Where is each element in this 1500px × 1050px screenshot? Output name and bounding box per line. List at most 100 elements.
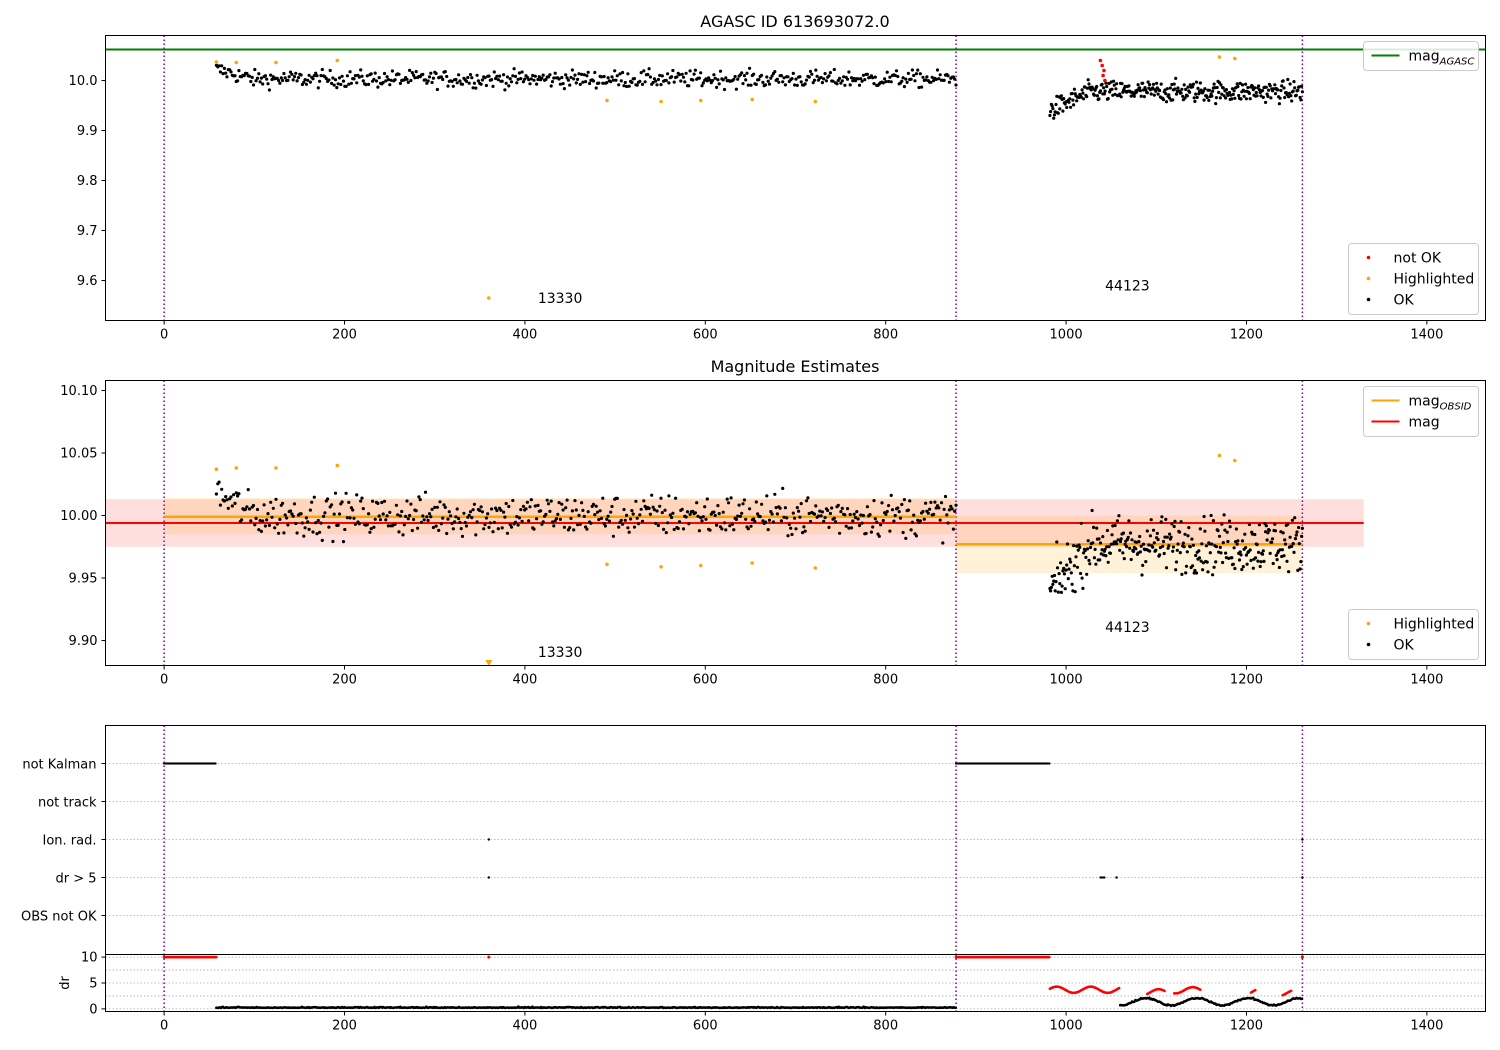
- ok-point: [1300, 534, 1304, 538]
- ok-point: [1168, 532, 1172, 536]
- ok-point: [336, 82, 340, 86]
- ok-point: [1230, 556, 1234, 560]
- ok-point: [417, 495, 421, 499]
- ok-point: [584, 80, 588, 84]
- ok-point: [782, 76, 786, 80]
- ok-point: [812, 78, 817, 82]
- ok-point: [849, 526, 854, 530]
- ok-point: [504, 81, 508, 85]
- x-tick-label: 400: [512, 673, 537, 688]
- x-tick-label: 600: [693, 328, 718, 343]
- ok-point: [296, 76, 301, 80]
- ok-point: [1298, 95, 1302, 100]
- ok-point: [343, 527, 347, 532]
- ok-point: [681, 527, 686, 531]
- ok-point: [1173, 519, 1177, 523]
- ok-point: [795, 506, 799, 510]
- y-tick-label: 9.95: [69, 572, 98, 587]
- x-tick-label: 1200: [1230, 673, 1263, 688]
- obsid-label: 13330: [538, 291, 583, 307]
- ok-point: [1212, 82, 1216, 86]
- ok-point: [1085, 95, 1089, 99]
- ok-point: [660, 74, 664, 78]
- ok-point: [770, 512, 774, 516]
- ok-point: [488, 521, 492, 525]
- ok-point: [1239, 553, 1243, 557]
- ok-point: [457, 73, 461, 77]
- ok-point: [1156, 92, 1160, 96]
- ok-point: [282, 531, 286, 535]
- ok-point: [1049, 585, 1053, 590]
- ok-point: [1211, 519, 1215, 523]
- ok-point: [364, 83, 368, 87]
- ok-point: [1091, 541, 1095, 545]
- ok-point: [470, 76, 474, 80]
- ok-point: [483, 522, 487, 527]
- legend-point-swatch: [1366, 255, 1371, 260]
- highlighted-point: [1233, 458, 1237, 463]
- ok-point: [640, 519, 645, 523]
- ok-point: [869, 530, 874, 534]
- ok-point: [1118, 539, 1123, 544]
- ok-point: [721, 78, 725, 82]
- ok-point: [484, 83, 488, 88]
- ok-point: [458, 520, 462, 524]
- ok-point: [916, 68, 920, 72]
- ok-point: [396, 513, 400, 517]
- ok-point: [1085, 547, 1090, 551]
- x-tick-label: 1000: [1050, 1019, 1083, 1034]
- flag-category-label: not Kalman: [22, 758, 96, 773]
- ok-point: [319, 521, 323, 525]
- legend-item: OK: [1366, 293, 1415, 309]
- ok-point: [1062, 97, 1066, 101]
- ok-point: [310, 500, 314, 504]
- ok-point: [1056, 111, 1060, 115]
- ok-point: [1185, 94, 1189, 98]
- ok-point: [838, 531, 842, 535]
- ok-point: [1204, 544, 1208, 548]
- ok-point: [1288, 82, 1292, 86]
- ok-point: [406, 80, 410, 84]
- ok-point: [1126, 535, 1130, 540]
- ok-point: [614, 78, 618, 82]
- ok-point: [259, 76, 263, 80]
- ok-point: [578, 522, 582, 526]
- ok-point: [840, 79, 844, 83]
- ok-point: [795, 83, 799, 87]
- ok-point: [744, 517, 748, 521]
- ok-point: [902, 498, 907, 502]
- ok-point: [1285, 559, 1289, 563]
- ok-point: [749, 524, 753, 528]
- ok-point: [541, 73, 545, 77]
- ok-point: [1069, 560, 1073, 564]
- ok-point: [1300, 90, 1304, 94]
- ok-point: [1240, 83, 1245, 87]
- ok-point: [1169, 535, 1173, 539]
- ok-point: [561, 508, 565, 512]
- ok-point: [1237, 93, 1241, 98]
- x-tick-label: 1400: [1410, 1019, 1443, 1034]
- ok-point: [1107, 81, 1111, 86]
- ok-point: [722, 87, 727, 92]
- ok-point: [1068, 97, 1072, 101]
- ok-point: [408, 68, 412, 72]
- ok-point: [1221, 560, 1225, 565]
- ok-point: [896, 506, 900, 510]
- ok-point: [496, 78, 500, 82]
- ok-point: [1127, 84, 1131, 88]
- ok-point: [1233, 96, 1237, 100]
- ok-point: [468, 73, 473, 77]
- ok-point: [823, 72, 827, 76]
- ok-point: [1234, 527, 1238, 531]
- ok-point: [930, 75, 934, 79]
- ok-point: [744, 78, 748, 82]
- ok-point: [769, 76, 773, 80]
- ok-point: [1151, 86, 1155, 90]
- ok-point: [1051, 582, 1055, 587]
- ok-point: [531, 73, 535, 78]
- ok-point: [331, 539, 335, 544]
- ok-point: [924, 501, 928, 505]
- ok-point: [507, 504, 511, 509]
- ok-point: [1097, 537, 1101, 541]
- flag-point: [214, 762, 217, 765]
